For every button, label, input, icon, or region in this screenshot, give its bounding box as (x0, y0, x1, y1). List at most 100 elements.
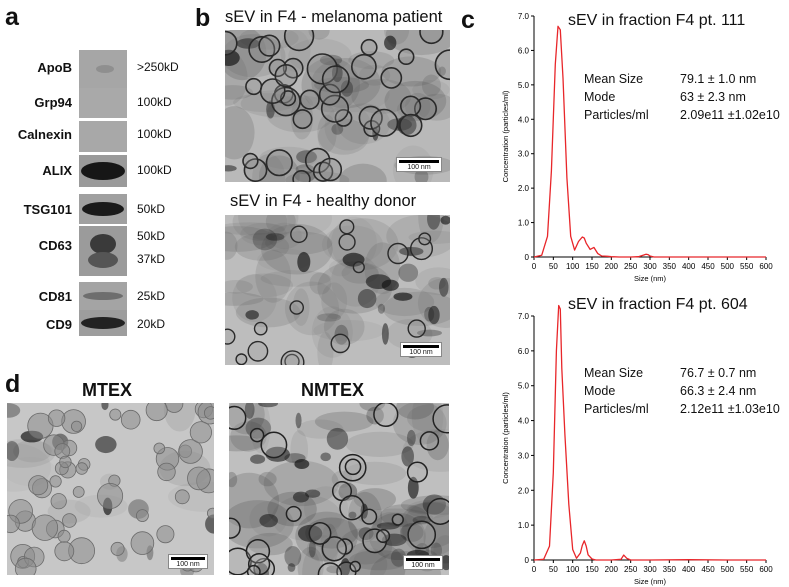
x-tick-label: 500 (721, 565, 735, 574)
em-title-melanoma: sEV in F4 - melanoma patient (225, 8, 443, 26)
vesicle (320, 94, 350, 123)
nta-stats-bottom: Mean Size 76.7 ± 0.7 nm Mode 66.3 ± 2.4 nm… (584, 364, 780, 418)
em-stain (7, 441, 20, 461)
panel-letter-b: b (195, 4, 211, 32)
em-texture (314, 411, 374, 432)
em-texture (225, 30, 267, 81)
x-tick-label: 0 (532, 262, 537, 271)
em-texture (232, 215, 288, 241)
y-tick-label: 0 (525, 253, 530, 262)
em-stain (101, 403, 109, 411)
em-stain (320, 452, 331, 462)
vesicle (49, 475, 62, 488)
em-texture (349, 550, 410, 571)
vesicle (339, 495, 365, 521)
em-texture (225, 106, 255, 160)
x-tick-label: 300 (643, 262, 657, 271)
vesicle (330, 333, 351, 354)
blot-kd-secondary: 37kD (137, 252, 166, 266)
scale-bar: 100 nm (168, 554, 208, 569)
size-distribution-line (533, 25, 766, 258)
vesicle (247, 340, 269, 362)
vesicle (387, 242, 409, 265)
blot-band (79, 50, 127, 88)
em-stain (250, 454, 266, 464)
x-tick-label: 200 (605, 565, 619, 574)
em-stain (317, 313, 341, 322)
y-tick-label: 7.0 (518, 312, 530, 321)
em-texture (234, 232, 290, 261)
em-texture (396, 403, 435, 420)
em-texture (321, 225, 383, 264)
vesicle (280, 350, 305, 365)
y-tick-label: 6.0 (518, 46, 530, 55)
em-texture (340, 540, 406, 575)
em-image-mtex: 100 nm (7, 403, 214, 575)
em-texture (296, 419, 344, 439)
vesicle (31, 514, 59, 541)
vesicle (57, 529, 71, 543)
vesicle (249, 427, 265, 443)
blot-label: CD9 (45, 317, 72, 332)
vesicle (338, 453, 367, 482)
em-texture (265, 215, 296, 236)
vesicle (407, 520, 437, 550)
em-stain (424, 306, 435, 322)
em-texture (380, 504, 427, 527)
em-texture (236, 273, 294, 298)
vesicle (318, 157, 343, 182)
y-tick-label: 2.0 (518, 486, 530, 495)
em-texture (257, 248, 312, 272)
vesicle (243, 158, 268, 182)
x-tick-label: 300 (643, 565, 657, 574)
em-texture (292, 288, 310, 326)
vesicle (397, 48, 415, 66)
vesicle (409, 237, 433, 261)
vesicle (157, 462, 176, 482)
vesicle (321, 536, 347, 562)
vesicle (299, 89, 320, 110)
em-texture (238, 215, 299, 241)
em-texture (402, 501, 449, 557)
vesicle (265, 149, 293, 177)
em-stain (284, 545, 302, 567)
em-texture (372, 512, 409, 545)
blot-label: ALIX (42, 163, 72, 178)
em-stain (292, 491, 309, 503)
em-texture (229, 435, 263, 452)
em-stain (305, 489, 321, 498)
panel-letter-a: a (5, 3, 19, 31)
y-tick-label: 7.0 (518, 12, 530, 21)
vesicle (75, 462, 89, 475)
em-stain (384, 35, 397, 51)
x-tick-label: 400 (682, 262, 696, 271)
em-texture (295, 511, 358, 562)
em-image-melanoma: 100 nm (225, 30, 450, 182)
em-texture (392, 403, 447, 446)
panel-a: a ApoB >250kD Grp94 100kD Calnexin 100kD… (0, 0, 215, 340)
em-texture (235, 297, 301, 328)
blot-kd: 50kD (137, 202, 166, 216)
y-axis-label: Concentration (particles/ml) (501, 90, 510, 182)
em-stain (297, 251, 311, 273)
vesicle (178, 439, 203, 464)
em-texture (250, 403, 271, 454)
em-texture (303, 486, 349, 531)
vesicle (229, 517, 241, 539)
em-texture (402, 429, 449, 472)
vesicle (153, 442, 166, 455)
em-texture (331, 216, 377, 270)
x-tick-label: 500 (721, 262, 735, 271)
vesicle (156, 525, 175, 544)
blot-band (79, 88, 127, 118)
vesicle (400, 95, 422, 117)
stat-value: 76.7 ± 0.7 nm (680, 366, 757, 380)
vesicle (380, 67, 403, 89)
em-stain (7, 403, 21, 418)
em-texture (225, 231, 238, 260)
em-texture (399, 501, 449, 549)
vesicle (229, 547, 252, 575)
blot-label: TSG101 (23, 202, 72, 217)
em-stain (439, 277, 449, 297)
em-texture (287, 215, 332, 235)
